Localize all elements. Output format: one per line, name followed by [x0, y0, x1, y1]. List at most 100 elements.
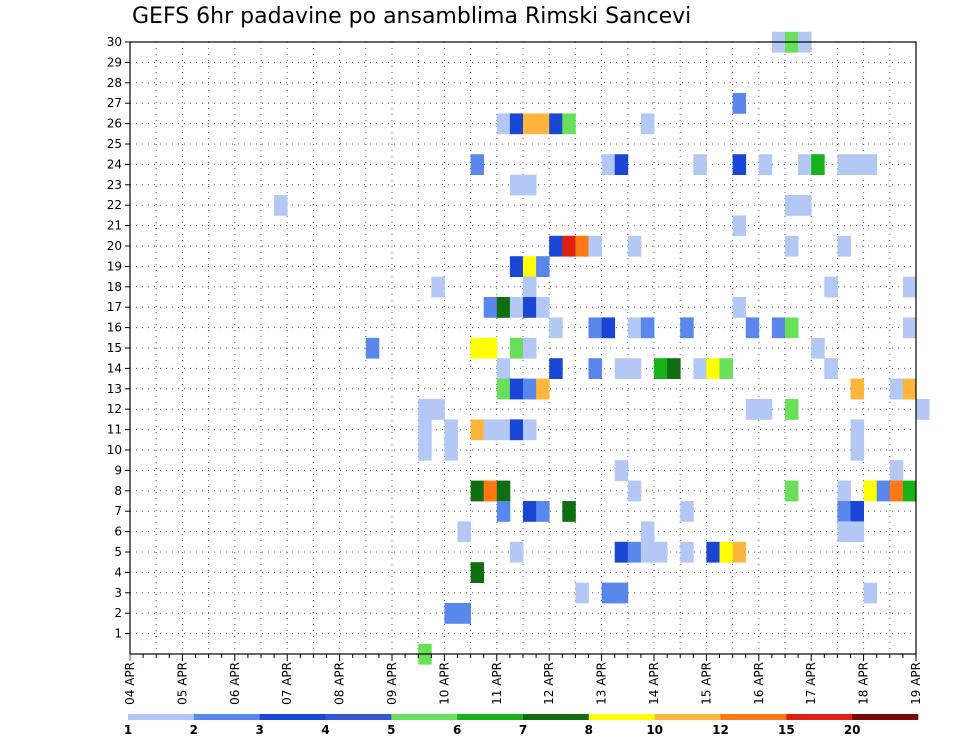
x-tick-label: 05 APR: [175, 662, 189, 705]
precip-cell: [627, 541, 642, 563]
precip-cell: [470, 337, 485, 359]
precip-cell: [483, 297, 498, 318]
precip-cell: [785, 195, 799, 216]
precip-cell: [601, 154, 616, 175]
precip-cell: [706, 358, 720, 379]
y-tick-label: 11: [107, 423, 122, 437]
legend-swatch: [523, 714, 590, 720]
precip-cell: [588, 317, 602, 339]
x-tick-label: 10 APR: [437, 662, 451, 705]
precip-cell: [523, 276, 537, 298]
y-tick-label: 1: [114, 627, 122, 641]
y-tick-label: 13: [107, 382, 122, 396]
legend-swatch: [457, 714, 524, 720]
precip-cell: [863, 480, 878, 502]
precip-cell: [837, 521, 851, 543]
precip-cell: [444, 603, 458, 624]
legend-label: 2: [190, 723, 198, 737]
y-axis: 1234567891011121314151617181920212223242…: [107, 35, 130, 641]
precip-cell: [496, 113, 511, 135]
y-tick-label: 8: [114, 484, 122, 498]
legend-swatch: [259, 714, 326, 720]
legend-label: 10: [646, 723, 663, 737]
precip-cell: [902, 378, 917, 400]
legend-label: 6: [453, 723, 461, 737]
y-tick-label: 29: [107, 55, 122, 69]
y-tick-label: 17: [107, 300, 122, 314]
precip-cell: [601, 582, 616, 604]
precip-cell: [745, 399, 760, 420]
precip-cell: [824, 276, 838, 298]
x-tick-label: 04 APR: [123, 662, 137, 705]
precip-cell: [916, 399, 930, 420]
y-tick-label: 24: [107, 157, 122, 171]
precip-cell: [549, 235, 563, 257]
precip-cell: [627, 480, 642, 502]
x-tick-label: 07 APR: [280, 662, 294, 705]
precip-cell: [837, 501, 851, 522]
chart-title: GEFS 6hr padavine po ansamblima Rimski S…: [132, 4, 692, 29]
y-tick-label: 28: [107, 76, 122, 90]
precip-cell: [640, 113, 655, 135]
legend-label: 3: [255, 723, 263, 737]
y-tick-label: 14: [107, 361, 122, 375]
precip-cell: [562, 235, 576, 257]
precip-cell: [837, 235, 851, 257]
precip-cell: [496, 419, 511, 441]
precip-cell: [614, 460, 629, 481]
precip-cell: [732, 154, 747, 175]
precip-cell: [496, 501, 511, 522]
y-tick-label: 26: [107, 117, 122, 131]
x-tick-label: 08 APR: [333, 662, 347, 705]
precip-cell: [627, 358, 642, 379]
precip-cell: [680, 501, 694, 522]
y-tick-label: 16: [107, 321, 122, 335]
precip-cell: [509, 419, 524, 441]
precip-cell: [640, 317, 655, 339]
precip-cell: [588, 358, 602, 379]
precip-cell: [850, 501, 864, 522]
precip-cell: [732, 215, 747, 237]
precip-cell: [444, 419, 458, 441]
y-tick-label: 2: [114, 606, 122, 620]
precip-cell: [837, 154, 851, 175]
precip-cell: [771, 317, 786, 339]
precip-cell: [798, 195, 812, 216]
precip-cell: [693, 358, 707, 379]
precip-cell: [667, 358, 681, 379]
precip-cell: [483, 337, 498, 359]
precip-cell: [785, 480, 799, 502]
precip-cell: [470, 480, 485, 502]
precip-cell: [902, 480, 917, 502]
precip-cell: [536, 378, 550, 400]
precip-cell: [902, 276, 917, 298]
precip-cell: [811, 154, 825, 175]
x-tick-label: 12 APR: [542, 662, 556, 705]
legend-label: 8: [585, 723, 593, 737]
precip-cell: [470, 154, 485, 175]
legend-swatch: [325, 714, 392, 720]
precip-cell: [470, 562, 485, 583]
precip-cells: [274, 31, 930, 665]
precip-cell: [549, 358, 563, 379]
x-tick-label: 11 APR: [490, 662, 504, 705]
precip-cell: [680, 541, 694, 563]
x-tick-label: 17 APR: [804, 662, 818, 705]
precip-cell: [732, 297, 747, 318]
precip-cell: [418, 419, 432, 441]
precip-cell: [562, 501, 576, 522]
precip-cell: [640, 521, 655, 543]
precip-cell: [889, 480, 904, 502]
precip-cell: [601, 317, 616, 339]
x-tick-label: 19 APR: [909, 662, 923, 705]
precip-cell: [850, 521, 864, 543]
precip-cell: [824, 358, 838, 379]
x-axis: 04 APR 05 APR 06 APR 07 APR 08 APR 09 APR 10 A…: [123, 654, 923, 705]
precip-cell: [654, 541, 668, 563]
legend-swatch: [588, 714, 655, 720]
precip-cell: [640, 541, 655, 563]
y-tick-label: 30: [107, 35, 122, 49]
y-tick-label: 27: [107, 96, 122, 110]
precip-cell: [523, 297, 537, 318]
